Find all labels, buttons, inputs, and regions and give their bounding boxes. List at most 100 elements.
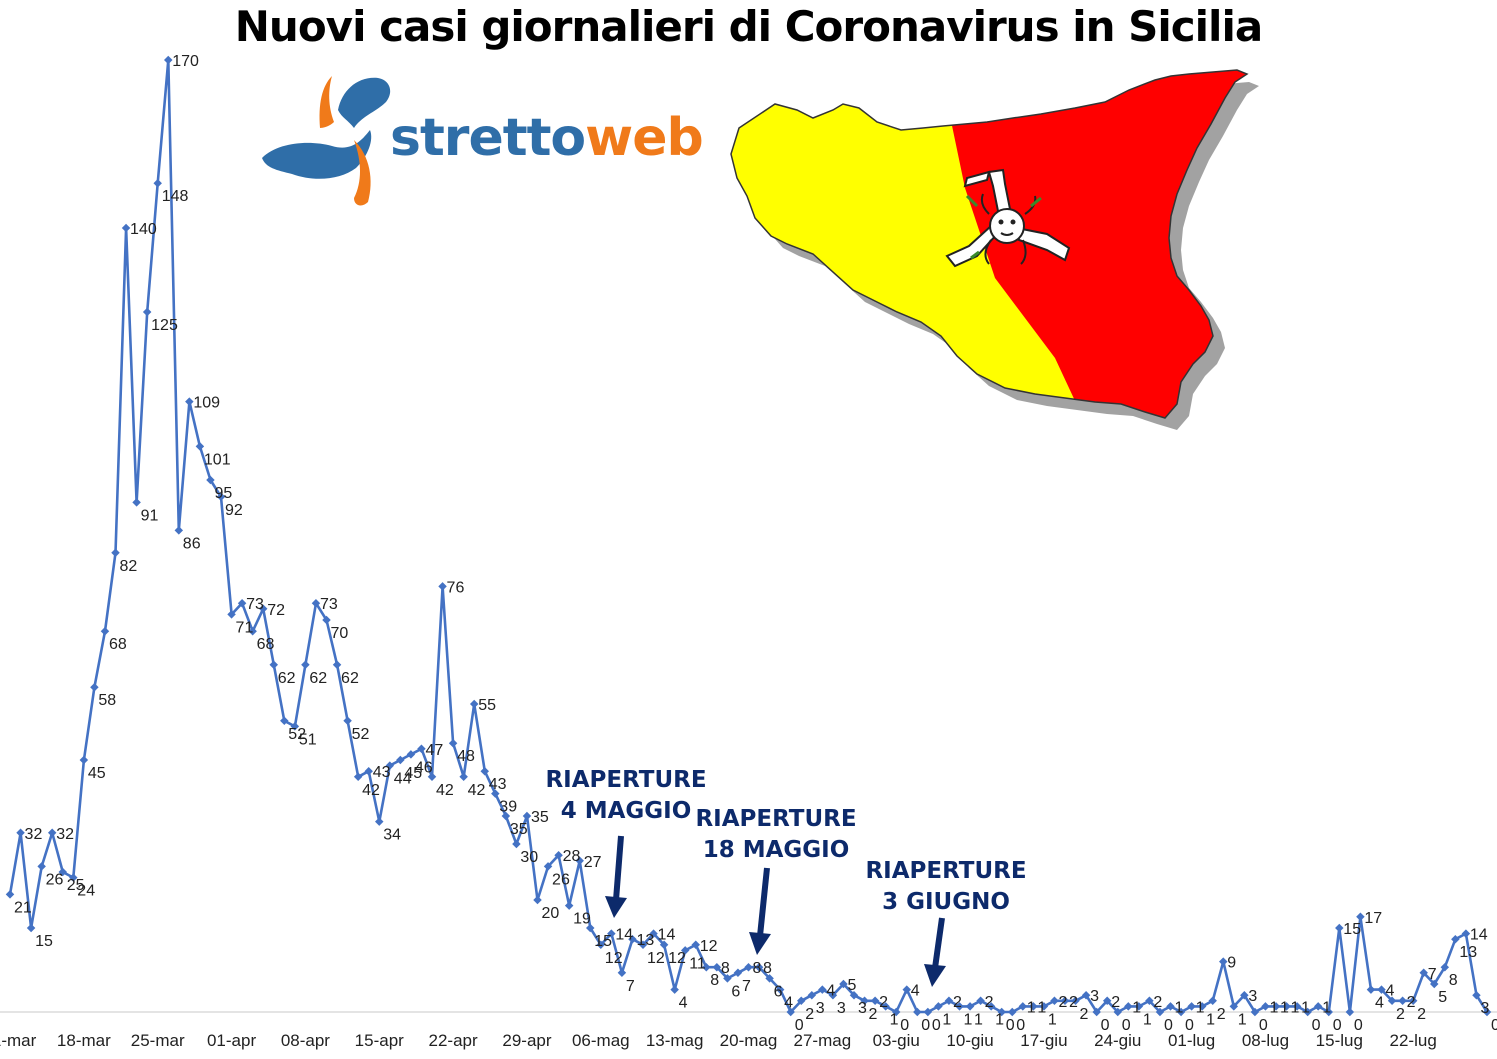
data-label: 24 bbox=[77, 883, 95, 900]
data-point bbox=[1282, 1002, 1291, 1011]
data-point bbox=[881, 1002, 890, 1011]
data-point bbox=[522, 811, 532, 821]
data-point bbox=[1008, 1007, 1017, 1017]
data-label: 0 bbox=[900, 1017, 909, 1034]
data-point bbox=[1176, 1007, 1186, 1017]
data-label: 3 bbox=[1090, 988, 1099, 1005]
data-point bbox=[712, 962, 722, 972]
data-label: 0 bbox=[1333, 1017, 1342, 1034]
x-tick-label: 06-mag bbox=[572, 1031, 630, 1050]
data-point bbox=[1240, 990, 1249, 1000]
data-label: 0 bbox=[1101, 1017, 1110, 1034]
data-point bbox=[1208, 996, 1217, 1006]
data-point bbox=[638, 940, 648, 950]
data-point bbox=[1250, 1007, 1260, 1017]
data-point bbox=[976, 996, 985, 1006]
data-label: 6 bbox=[731, 983, 740, 1000]
data-label: 62 bbox=[341, 670, 359, 687]
data-point bbox=[1134, 1002, 1144, 1011]
x-tick-label: 18-mar bbox=[57, 1031, 111, 1050]
data-label: 2 bbox=[1217, 1006, 1226, 1023]
data-point bbox=[290, 722, 300, 731]
data-point bbox=[501, 811, 511, 821]
data-label: 8 bbox=[763, 960, 772, 977]
data-label: 62 bbox=[278, 670, 296, 687]
data-label: 1 bbox=[890, 1011, 899, 1028]
data-point bbox=[1345, 1007, 1355, 1017]
data-point bbox=[90, 682, 99, 692]
data-point bbox=[765, 974, 774, 983]
data-label: 0 bbox=[795, 1017, 804, 1034]
data-point bbox=[575, 856, 584, 866]
data-label: 12 bbox=[647, 950, 665, 967]
data-label: 8 bbox=[721, 960, 730, 977]
data-label: 3 bbox=[1248, 988, 1257, 1005]
data-label: 51 bbox=[299, 731, 317, 748]
data-point bbox=[406, 750, 416, 759]
annotation-riaperture-4-maggio: RIAPERTURE 4 MAGGIO bbox=[545, 767, 707, 824]
data-point bbox=[733, 968, 743, 978]
data-point bbox=[301, 660, 310, 670]
data-label: 0 bbox=[1259, 1017, 1268, 1034]
strettoweb-logo bbox=[262, 76, 391, 206]
data-point bbox=[1271, 1002, 1281, 1011]
data-label: 19 bbox=[573, 911, 591, 928]
data-point bbox=[564, 901, 574, 910]
data-label: 82 bbox=[120, 558, 138, 575]
data-label: 101 bbox=[204, 451, 231, 468]
data-point bbox=[396, 755, 405, 765]
data-label: 26 bbox=[46, 871, 64, 888]
data-label: 7 bbox=[626, 978, 635, 995]
data-point bbox=[343, 716, 352, 726]
data-point bbox=[1187, 1002, 1196, 1011]
data-label: 62 bbox=[309, 670, 327, 687]
data-label: 58 bbox=[98, 692, 116, 709]
data-label: 52 bbox=[352, 726, 370, 743]
data-point bbox=[1419, 968, 1428, 978]
data-point bbox=[1461, 929, 1471, 938]
data-point bbox=[280, 716, 289, 726]
data-point bbox=[828, 990, 838, 1000]
data-point bbox=[111, 548, 120, 558]
data-label: 2 bbox=[805, 1006, 814, 1023]
data-point bbox=[1050, 996, 1059, 1006]
data-label: 0 bbox=[921, 1017, 930, 1034]
data-point bbox=[923, 1007, 933, 1017]
data-point bbox=[913, 1007, 922, 1017]
logo-emblem-icon bbox=[262, 76, 391, 206]
data-label: 5 bbox=[1438, 989, 1447, 1006]
x-tick-label: 10-giu bbox=[946, 1031, 993, 1050]
data-point bbox=[1071, 996, 1080, 1006]
data-label: 14 bbox=[658, 927, 676, 944]
data-label: 109 bbox=[193, 395, 220, 412]
logo-wordmark: strettoweb bbox=[390, 108, 704, 168]
data-label: 48 bbox=[457, 748, 475, 765]
data-label: 12 bbox=[700, 938, 718, 955]
data-label: 8 bbox=[1449, 972, 1458, 989]
arrow-3-giugno bbox=[924, 917, 946, 987]
data-label: 1 bbox=[1322, 999, 1331, 1016]
data-label: 2 bbox=[1417, 1006, 1426, 1023]
data-label: 2 bbox=[879, 994, 888, 1011]
data-label: 1 bbox=[1037, 999, 1046, 1016]
data-point bbox=[153, 178, 162, 188]
x-tick-label: 20-mag bbox=[720, 1031, 778, 1050]
data-label: 43 bbox=[373, 764, 391, 781]
annotation-riaperture-18-maggio: RIAPERTURE 18 MAGGIO bbox=[695, 806, 857, 863]
data-point bbox=[1124, 1002, 1133, 1011]
data-label: 70 bbox=[331, 625, 349, 642]
data-label: 42 bbox=[362, 782, 380, 799]
data-label: 11 bbox=[689, 955, 706, 972]
data-point bbox=[216, 492, 226, 502]
data-label: 4 bbox=[784, 995, 793, 1012]
data-label: 95 bbox=[214, 485, 232, 502]
data-label: 8 bbox=[710, 972, 719, 989]
data-point bbox=[860, 996, 869, 1006]
data-point bbox=[185, 397, 194, 406]
x-tick-label: 11-mar bbox=[0, 1031, 37, 1050]
data-point bbox=[1440, 962, 1450, 972]
data-label: 7 bbox=[742, 978, 751, 995]
data-label: 0 bbox=[1164, 1017, 1173, 1034]
data-label: 1 bbox=[1269, 999, 1278, 1016]
